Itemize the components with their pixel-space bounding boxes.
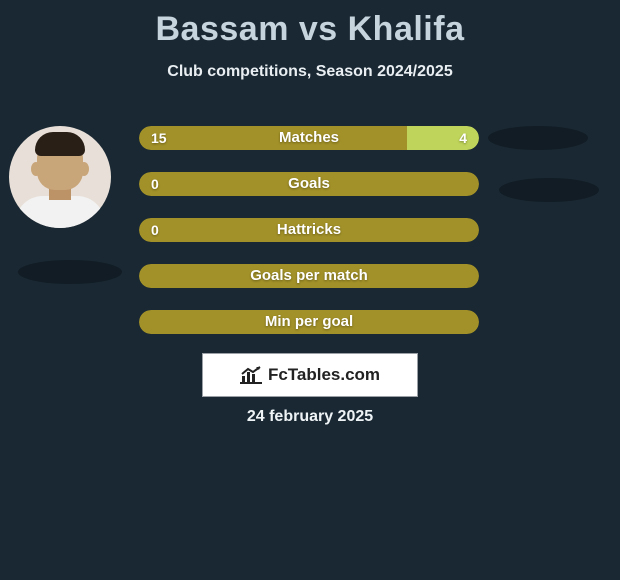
stat-bar-label: Goals: [139, 172, 479, 196]
stat-bar-label: Matches: [139, 126, 479, 150]
player2-shadow-2: [499, 178, 599, 202]
chart-icon: [240, 366, 262, 384]
player2-shadow-1: [488, 126, 588, 150]
page-title: Bassam vs Khalifa: [0, 0, 620, 49]
stat-bar-value-left: 0: [151, 172, 159, 196]
stat-bar-label: Min per goal: [139, 310, 479, 334]
subtitle: Club competitions, Season 2024/2025: [0, 63, 620, 81]
stat-bars: Matches154Goals0Hattricks0Goals per matc…: [139, 126, 479, 356]
footer-brand-box: FcTables.com: [202, 353, 418, 397]
stat-bar-row: Min per goal: [139, 310, 479, 334]
stat-bar-value-left: 0: [151, 218, 159, 242]
stat-bar-row: Matches15 4: [139, 126, 479, 150]
stat-bar-value-right: 4: [459, 126, 467, 150]
stat-bar-row: Goals per match: [139, 264, 479, 288]
footer-brand-text: FcTables.com: [268, 365, 380, 385]
player1-avatar: [9, 126, 111, 228]
date-text: 24 february 2025: [0, 408, 620, 426]
stat-bar-label: Goals per match: [139, 264, 479, 288]
stat-bar-row: Goals0: [139, 172, 479, 196]
player1-shadow: [18, 260, 122, 284]
stat-bar-row: Hattricks0: [139, 218, 479, 242]
stat-bar-label: Hattricks: [139, 218, 479, 242]
stat-bar-value-left: 15: [151, 126, 167, 150]
